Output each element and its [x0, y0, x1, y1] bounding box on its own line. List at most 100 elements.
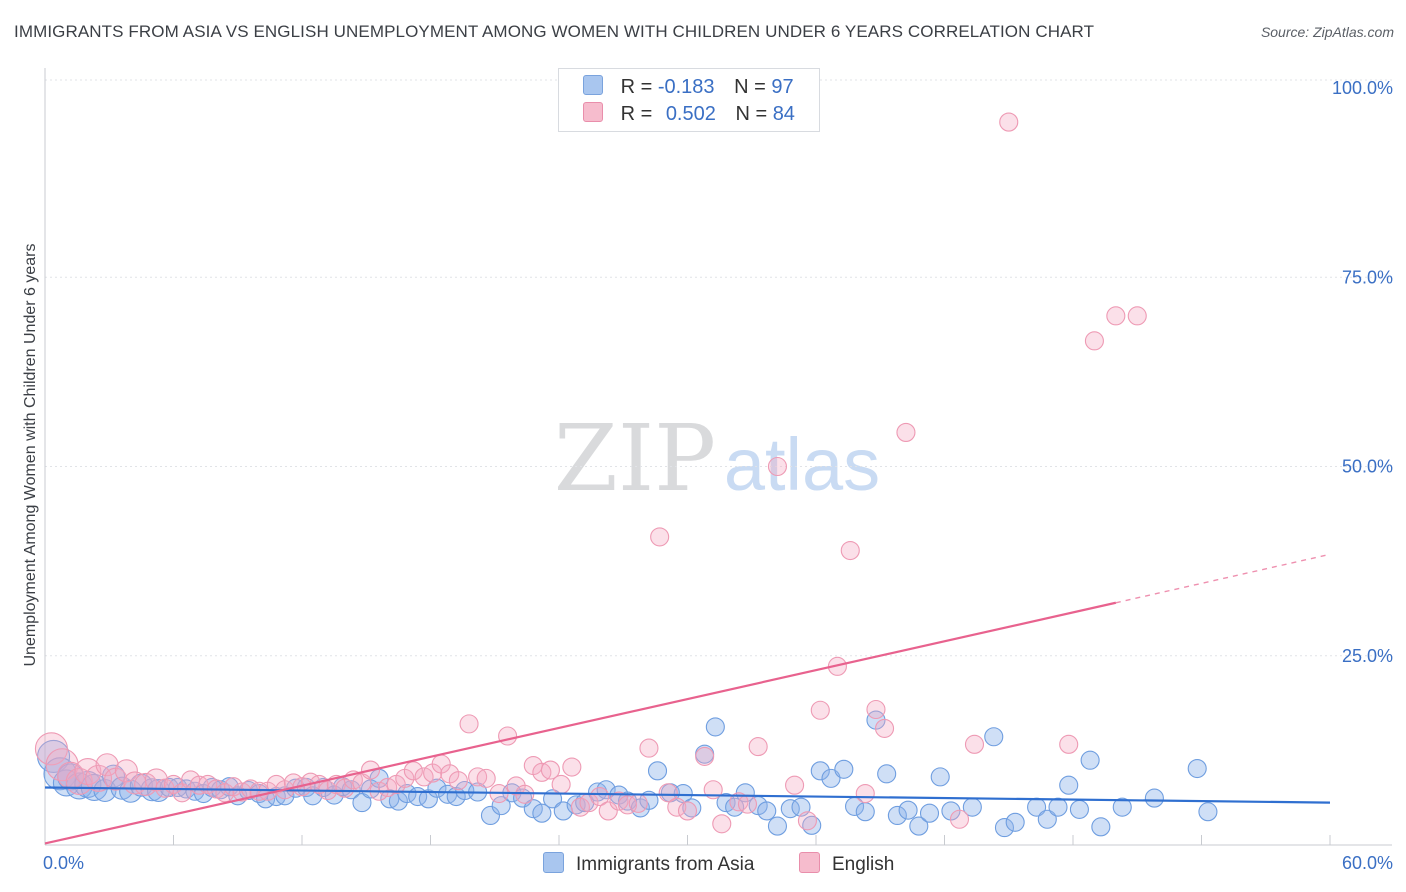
legend-row-english: R = 0.502 N = 84: [583, 102, 795, 126]
english-point: [562, 757, 582, 777]
legend-row-asia: R = -0.183 N = 97: [583, 75, 794, 99]
asia-point: [855, 802, 875, 822]
english-point: [476, 768, 496, 788]
legend-n-value-asia: 97: [771, 76, 794, 98]
asia-point: [919, 803, 940, 823]
y-tick-label: 75.0%: [1342, 267, 1393, 287]
asia-point: [877, 764, 897, 784]
english-point: [1059, 734, 1079, 754]
asia-point: [1187, 758, 1207, 779]
correlation-legend: R = -0.183 N = 97 R = 0.502 N = 84: [558, 68, 820, 132]
asia-point: [639, 790, 659, 810]
chart-title: IMMIGRANTS FROM ASIA VS ENGLISH UNEMPLOY…: [14, 22, 1095, 41]
english-point: [459, 714, 479, 734]
asia-point: [1112, 797, 1132, 817]
watermark-atlas: atlas: [724, 423, 880, 506]
y-tick-label: 50.0%: [1342, 457, 1393, 477]
english-point: [1127, 306, 1147, 326]
legend-r-value-asia: -0.183: [657, 76, 715, 98]
asia-point: [352, 793, 372, 813]
asia-point: [1048, 797, 1068, 817]
legend-r-value-english: 0.502: [665, 103, 716, 125]
legend-n-value-english: 84: [772, 103, 795, 125]
asia-point: [810, 761, 830, 781]
english-point: [448, 771, 468, 791]
asia-point: [491, 796, 511, 816]
english-point: [598, 801, 618, 821]
english-point: [628, 793, 648, 813]
legend-item-english: English: [799, 852, 894, 876]
trend-lines: [44, 553, 1331, 845]
english-point: [650, 527, 670, 547]
english-point: [590, 787, 610, 807]
english-point: [964, 734, 985, 754]
english-trend-extension: [1115, 553, 1331, 604]
english-point: [658, 783, 678, 803]
asia-point: [1059, 775, 1079, 795]
asia-point: [930, 767, 950, 787]
english-point: [810, 700, 830, 720]
english-point: [114, 759, 138, 783]
y-tick-label: 100.0%: [1332, 78, 1393, 98]
legend-item-asia: Immigrants from Asia: [543, 852, 754, 876]
english-point: [1084, 331, 1104, 351]
watermark: ZIP atlas: [554, 405, 880, 512]
english-point: [498, 726, 518, 746]
asia-point: [909, 816, 929, 836]
english-point: [840, 540, 860, 561]
asia-point: [1005, 812, 1025, 832]
english-point: [748, 737, 768, 757]
asia-point: [898, 800, 918, 820]
english-point: [737, 794, 758, 814]
legend-swatch-asia: [583, 75, 603, 95]
asia-point: [887, 805, 907, 826]
asia-point: [994, 818, 1015, 838]
english-point: [570, 797, 590, 817]
y-axis-label: Unemployment Among Women with Children U…: [22, 243, 39, 667]
english-point: [95, 753, 119, 777]
x-tick-label: 0.0%: [43, 853, 84, 873]
english-point: [999, 112, 1019, 132]
asia-point: [1091, 817, 1111, 837]
legend-r-label: R =: [620, 76, 653, 98]
english-point: [403, 761, 423, 781]
gridlines: [45, 79, 1392, 657]
asia-point: [480, 805, 501, 826]
english-point: [767, 456, 788, 477]
asia-point: [1080, 750, 1100, 770]
asia-trend-line: [44, 786, 1331, 804]
english-point: [84, 764, 113, 792]
asia-point: [757, 801, 777, 821]
english-trend-line: [44, 601, 1117, 845]
asia-point: [1069, 799, 1089, 819]
english-point: [677, 801, 698, 821]
english-point: [797, 811, 817, 831]
english-point: [855, 783, 875, 804]
legend-label-english: English: [832, 854, 895, 875]
axes: [44, 68, 1392, 846]
english-point: [874, 718, 895, 738]
english-point: [866, 699, 886, 720]
english-point: [1106, 306, 1126, 326]
source-label: Source: ZipAtlas.com: [1260, 24, 1394, 40]
x-tick-label: 60.0%: [1342, 853, 1393, 873]
english-point: [949, 809, 970, 829]
english-point: [639, 738, 659, 758]
asia-point: [1144, 788, 1164, 808]
asia-point: [984, 727, 1004, 747]
legend-r-label: R =: [620, 103, 653, 125]
english-point: [695, 746, 715, 766]
english-point: [540, 760, 560, 780]
legend-label-asia: Immigrants from Asia: [576, 854, 755, 875]
asia-point: [523, 799, 543, 819]
asia-point: [532, 803, 552, 823]
asia-point: [647, 761, 668, 781]
legend-swatch-asia: [543, 852, 564, 873]
english-point: [551, 774, 571, 794]
legend-swatch-english: [799, 852, 820, 873]
asia-point: [1037, 809, 1057, 829]
asia-point: [1198, 802, 1218, 822]
asia-point: [834, 759, 854, 779]
asia-point: [767, 816, 788, 836]
